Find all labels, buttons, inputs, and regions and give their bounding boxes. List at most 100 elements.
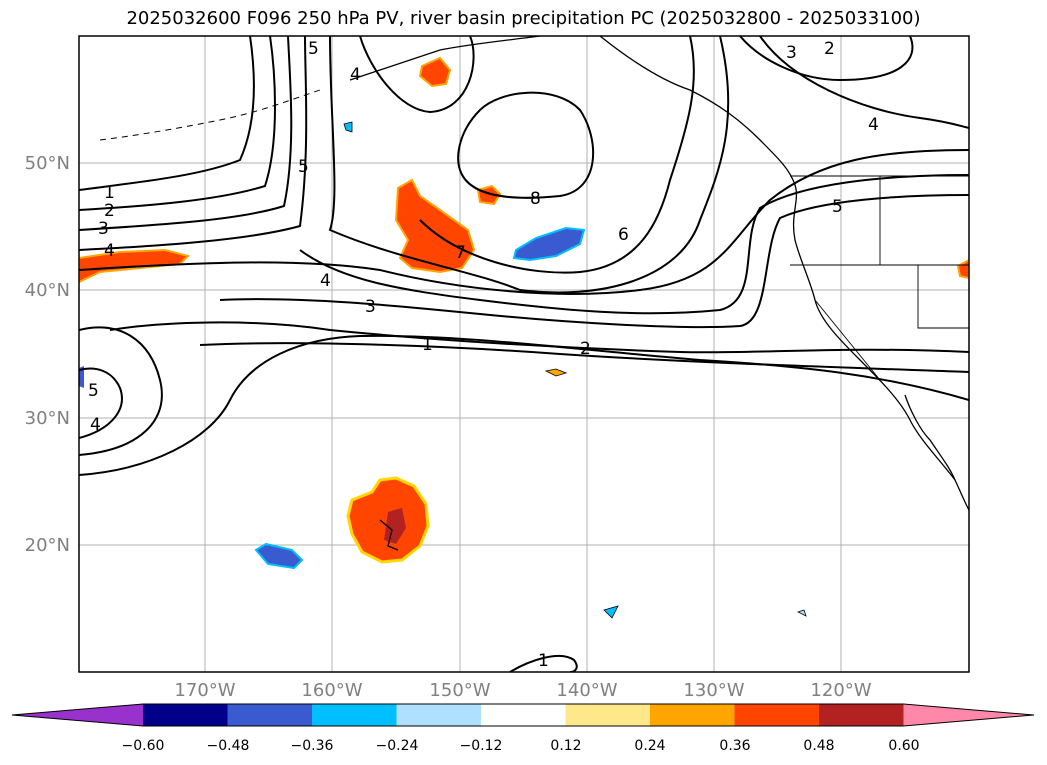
colorbar-bin [734,704,820,726]
colorbar-outline [11,703,1035,727]
lat-label: 30°N [25,408,70,429]
contour-label: 4 [868,115,879,135]
colorbar-tick-label: −0.36 [291,738,334,754]
colorbar-extension-min [12,704,143,726]
pv-contour [328,36,730,294]
contour-label: 8 [530,189,541,209]
lat-label: 50°N [25,153,70,174]
lon-label: 150°W [429,680,490,701]
lon-label: 120°W [810,680,871,701]
lon-label: 160°W [301,680,362,701]
lat-label: 20°N [25,535,70,556]
colorbar-tick-label: 0.36 [719,738,750,754]
contour-label: 5 [308,39,319,59]
colorbar-extension-max [903,704,1034,726]
pv-contour [79,36,308,251]
colorbar-tick-label: −0.12 [460,738,503,754]
precip-anomaly-positive [418,56,452,88]
pv-contour [79,326,163,456]
contour-label: 6 [618,225,629,245]
colorbar-tick-label: −0.24 [376,738,419,754]
colorbar-tick-label: 0.12 [550,738,581,754]
state-border [814,299,881,381]
colorbar-bin [650,704,735,726]
precip-anomaly-negative [796,609,807,617]
contour-label: 4 [350,65,361,85]
contour-label: 4 [320,271,331,291]
precip-anomaly-strong-positive [384,508,406,544]
contour-label: 1 [422,335,433,355]
latitude-labels: 50°N 40°N 30°N 20°N [25,153,70,556]
lat-label: 40°N [25,280,70,301]
coastline-alaska [349,36,541,81]
pv-contour [457,91,595,199]
precip-anomaly-negative [512,226,586,262]
pv-contour [219,194,969,329]
pv-contour [79,334,969,476]
precip-anomaly-negative [603,605,619,619]
coastline-aleutians [99,89,321,141]
pv-contour [79,149,969,295]
pv-contour [109,321,969,354]
contour-label: 5 [298,157,309,177]
colorbar-tick-label: 0.60 [888,738,919,754]
colorbar-bin [565,704,651,726]
colorbar-bin [143,704,228,726]
lon-label: 170°W [174,680,235,701]
colorbar-tick-label: −0.60 [122,738,165,754]
coastline-hawaii [379,519,399,551]
political-borders [790,175,969,381]
pv-contour [299,174,969,315]
contour-label: 3 [365,297,376,317]
colorbar-tick-label: 0.48 [803,738,834,754]
coastlines [99,36,969,551]
precip-anomaly-positive [476,184,502,206]
contour-label: 2 [580,339,591,359]
pv-contours [79,36,969,672]
pv-contour [739,36,914,82]
lon-label: 140°W [556,680,617,701]
map-frame [78,35,970,673]
colorbar-bin [481,704,566,726]
precip-anomaly-negative [343,121,353,133]
state-border [917,265,969,329]
pv-contour [419,36,695,274]
coastline-baja [904,394,956,481]
lon-label: 130°W [683,680,744,701]
precip-anomaly-negative [79,366,84,388]
pv-contour [79,36,293,231]
colorbar-tick-label: −0.48 [207,738,250,754]
colorbar-bin [312,704,397,726]
pv-contour [359,36,475,114]
precip-anomaly-negative [254,542,304,570]
precip-anomaly-positive [956,258,969,280]
colorbar-ticks: −0.60 −0.48 −0.36 −0.24 −0.12 0.12 0.24 … [122,738,920,754]
contour-label: 1 [538,651,549,671]
contour-label: 2 [104,201,115,221]
pv-contour [79,36,255,191]
contour-label: 1 [104,183,115,203]
precip-shading [79,56,969,619]
precip-anomaly-positive [394,178,476,274]
colorbar-bin [819,704,904,726]
pv-contour [759,36,969,129]
colorbar-bin [396,704,482,726]
longitude-labels: 170°W 160°W 150°W 140°W 130°W 120°W [174,680,871,701]
contour-label: 7 [455,243,466,263]
contour-label: 4 [104,241,115,261]
map-title: 2025032600 F096 250 hPa PV, river basin … [126,8,921,29]
precip-anomaly-positive [544,368,568,377]
colorbar-tick-label: 0.24 [634,738,665,754]
pv-contour [509,655,578,672]
contour-label: 5 [88,381,99,401]
contour-labels: 1 2 3 4 5 6 7 8 1 2 3 4 5 4 5 3 2 4 4 5 … [88,39,879,671]
coastline-north-america [599,36,969,511]
pv-contour [199,342,969,373]
contour-label: 3 [98,219,109,239]
map-area [79,36,969,672]
contour-label: 2 [824,39,835,59]
colorbar-bin [227,704,313,726]
contour-label: 4 [90,415,101,435]
colorbar [11,703,1035,727]
